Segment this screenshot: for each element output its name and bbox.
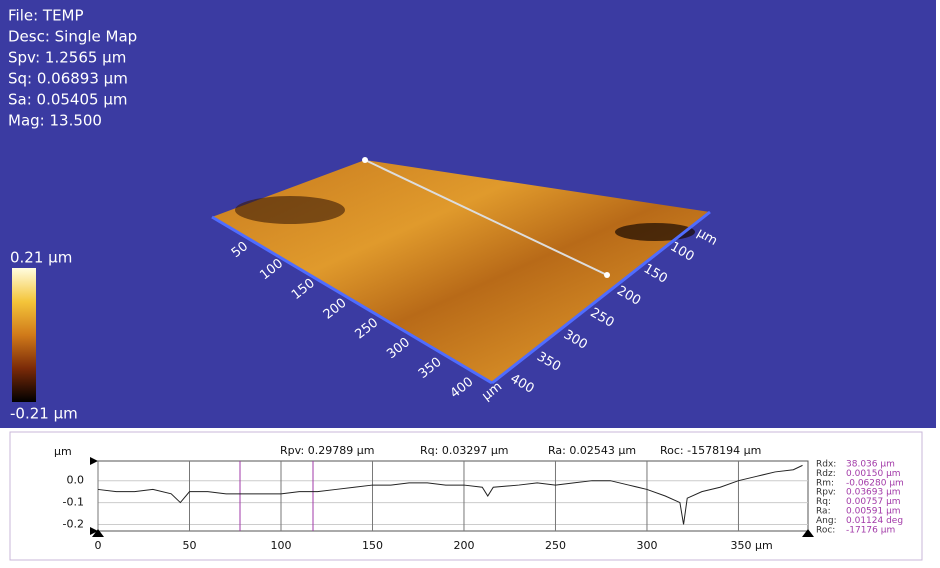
x-tick-label: 0 (95, 539, 102, 552)
profile-stat: Ra: 0.02543 µm (548, 444, 636, 457)
y-axis-label: µm (54, 445, 72, 458)
marker (92, 529, 104, 537)
surface-edge (491, 210, 711, 385)
right-stat-value: -0.06280 µm (846, 478, 904, 488)
right-stat-label: Rpv: (816, 488, 836, 498)
right-stat-label: Ang: (816, 516, 837, 526)
right-stat-value: 0.01124 deg (846, 516, 903, 526)
x-tick-label: 150 (362, 539, 383, 552)
right-stat-value: 0.00757 µm (846, 497, 901, 507)
right-stat-label: Rq: (816, 497, 831, 507)
profile-plot: Rpv: 0.29789 µm Rq: 0.03297 µm Ra: 0.02543… (54, 444, 904, 552)
y-tick-label: -0.1 (63, 496, 84, 509)
right-stat-value: -17176 µm (846, 525, 895, 535)
x-tick-label: 300 (636, 539, 657, 552)
right-stat-label: Rdz: (816, 469, 836, 479)
plot-area (97, 460, 809, 532)
profile-stat: Roc: -1578194 µm (660, 444, 761, 457)
info-file: File: TEMP (8, 7, 84, 25)
right-stat-value: 38.036 µm (846, 460, 895, 470)
info-sa: Sa: 0.05405 µm (8, 91, 128, 109)
y-tick-label: 0.0 (67, 474, 85, 487)
colorbar-max: 0.21 µm (10, 249, 72, 267)
profile-end (362, 157, 368, 163)
info-spv: Spv: 1.2565 µm (8, 49, 126, 67)
x-tick-label: 250 (545, 539, 566, 552)
surface-shade (235, 196, 345, 224)
right-stat-label: Rdx: (816, 460, 836, 470)
right-stat-label: Roc: (816, 525, 835, 535)
info-sq: Sq: 0.06893 µm (8, 70, 128, 88)
profile-stat: Rpv: 0.29789 µm (280, 444, 374, 457)
info-desc: Desc: Single Map (8, 28, 137, 46)
profile-trace (97, 464, 803, 525)
info-mag: Mag: 13.500 (8, 112, 102, 130)
x-tick-label: 200 (453, 539, 474, 552)
y-tick-label: -0.2 (63, 517, 84, 530)
x-tick-label: 100 (270, 539, 291, 552)
right-stat-label: Rm: (816, 478, 834, 488)
right-stat-label: Ra: (816, 507, 831, 517)
right-stat-value: 0.00150 µm (846, 469, 901, 479)
x-tick-label: 350 µm (730, 539, 772, 552)
colorbar (12, 268, 36, 402)
marker (90, 457, 98, 465)
marker (90, 527, 98, 535)
right-stat-value: 0.03693 µm (846, 488, 901, 498)
marker (802, 529, 814, 537)
profile-line (364, 159, 608, 276)
profile-stat: Rq: 0.03297 µm (420, 444, 509, 457)
profile-end (604, 272, 610, 278)
surface-shade (615, 223, 695, 241)
colorbar-min: -0.21 µm (10, 405, 78, 423)
x-tick-label: 50 (182, 539, 196, 552)
right-stat-value: 0.00591 µm (846, 507, 901, 517)
surface-edge (211, 215, 493, 385)
